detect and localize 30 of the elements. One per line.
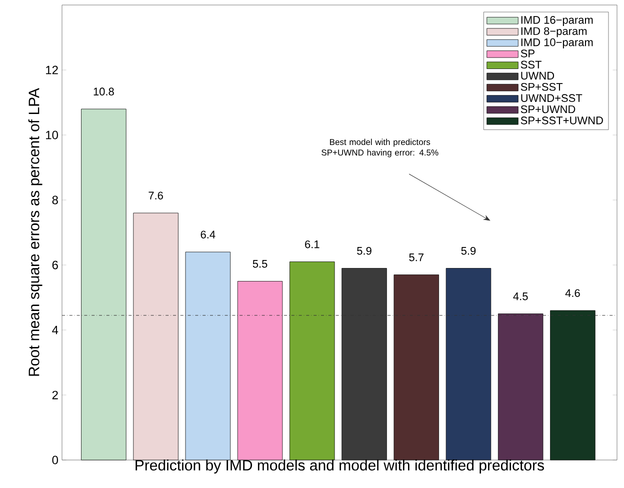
annotation: Best model with predictors SP+UWND having error: 4.5% [322, 138, 438, 158]
data-label: 5.7 [409, 254, 424, 262]
legend-label: UWND+SST [521, 94, 582, 102]
data-label: 4.6 [565, 289, 580, 297]
data-label: 6.4 [200, 230, 216, 238]
data-label: 5.9 [461, 246, 476, 255]
legend-label: IMD 16−param [521, 16, 593, 26]
y-tick-label: 4 [52, 326, 58, 334]
legend-label: SP [520, 50, 534, 58]
y-tick-label: 0 [52, 456, 58, 464]
x-axis-title: Prediction by IMD models and model with identified predictors [136, 460, 544, 474]
y-tick-label: 6 [52, 260, 58, 270]
legend-label: SP+SST [520, 83, 563, 91]
data-label: 4.5 [513, 292, 528, 300]
legend-label: UWND [521, 72, 554, 80]
legend-label: IMD 10−param [521, 38, 593, 48]
data-label: 5.9 [357, 246, 372, 255]
y-tick-label: 12 [46, 66, 58, 74]
legend-label: IMD 8−param [521, 27, 587, 38]
y-tick-label: 2 [52, 390, 58, 400]
y-tick-label: 8 [52, 196, 58, 204]
data-label: 10.8 [94, 88, 114, 96]
legend-label: SP+UWND [520, 105, 576, 114]
data-label: 6.1 [305, 240, 320, 248]
legend-label: SP+SST+UWND [520, 116, 603, 124]
data-label: 5.5 [252, 260, 268, 268]
legend-label: SST [520, 60, 542, 69]
y-axis-title: Root mean square errors as percent of LPA [28, 88, 42, 376]
data-label: 7.6 [148, 192, 163, 200]
y-tick-label: 10 [46, 130, 58, 140]
